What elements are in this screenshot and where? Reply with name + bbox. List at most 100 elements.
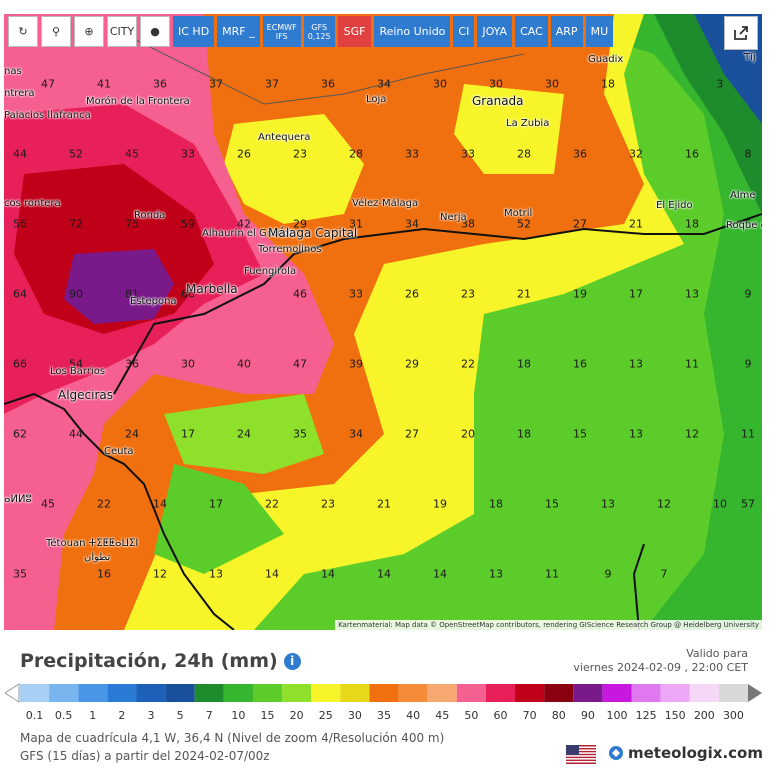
model-gfs[interactable]: GFS 0,125 <box>303 16 335 47</box>
city-label[interactable]: Guadix <box>588 54 624 65</box>
grid-value: 72 <box>69 217 83 231</box>
city-label[interactable]: cos rontera <box>4 198 61 209</box>
city-label[interactable]: Alhaurín el Grande <box>202 228 296 239</box>
city-label[interactable]: ⴰⵍⵍⵓ <box>4 494 32 505</box>
grid-value: 13 <box>685 287 699 301</box>
grid-value: 21 <box>377 497 391 511</box>
zone-25-gra <box>454 84 564 174</box>
city-label[interactable]: Alme <box>730 190 756 201</box>
legend-label: 100 <box>606 709 628 722</box>
legend-label: 7 <box>205 709 213 722</box>
legend-label: 50 <box>464 709 479 722</box>
location-icon[interactable]: ⚲ <box>41 16 71 47</box>
city-label[interactable]: Ronda <box>134 210 166 221</box>
grid-value: 23 <box>321 497 335 511</box>
model-mu[interactable]: MU <box>585 16 614 47</box>
grid-value: 24 <box>237 427 251 441</box>
grid-value: 12 <box>657 497 671 511</box>
model-ic-hd[interactable]: IC HD <box>173 16 215 47</box>
city-label[interactable]: Málaga Capital <box>268 226 358 240</box>
city-label[interactable]: Roque de Ma <box>726 220 762 231</box>
city-label[interactable]: Morón de la Frontera <box>86 96 190 107</box>
valid-date: viernes 2024-02-09 , 22:00 CET <box>573 661 748 674</box>
city-label[interactable]: تطوان <box>84 552 111 563</box>
city-label[interactable]: Estepona <box>130 296 177 307</box>
precipitation-map[interactable]: 47 41 36 37 37 36 34 30 30 30 18 3 44 52 45 33 26 23 28 33 3… <box>4 14 762 630</box>
grid-value: 14 <box>377 567 391 581</box>
admin-border <box>123 33 525 105</box>
point-icon[interactable]: ● <box>140 16 170 47</box>
city-label[interactable]: Loja <box>366 94 387 105</box>
grid-value: 26 <box>405 287 419 301</box>
valid-for: Valido para viernes 2024-02-09 , 22:00 C… <box>573 647 748 675</box>
map-attribution[interactable]: Kartenmaterial: Map data © OpenStreetMap… <box>335 620 762 630</box>
city-label[interactable]: Tétouan ⵜⵉⵟⵟⴰⵡⵉⵏ <box>46 538 139 549</box>
city-label[interactable]: La Zubia <box>506 118 550 129</box>
grid-value: 33 <box>181 147 195 161</box>
model-arp[interactable]: ARP <box>550 16 583 47</box>
city-label[interactable]: Marbella <box>186 282 238 296</box>
legend-swatch <box>718 684 748 702</box>
city-label[interactable]: Vélez-Málaga <box>352 198 419 209</box>
model-ci[interactable]: CI <box>453 16 475 47</box>
grid-value: 13 <box>629 427 643 441</box>
grid-value: 14 <box>265 567 279 581</box>
legend-label: 0.1 <box>25 709 44 722</box>
legend-swatch <box>456 684 486 702</box>
model-sgf[interactable]: SGF <box>337 16 372 47</box>
grid-value: 38 <box>461 217 475 231</box>
city-label[interactable]: Algeciras <box>58 388 114 402</box>
grid-value: 19 <box>433 497 447 511</box>
legend-swatch <box>252 684 283 702</box>
share-icon[interactable] <box>724 16 758 50</box>
info-icon[interactable]: i <box>283 653 301 670</box>
grid-value: 7 <box>660 567 668 581</box>
model-cac[interactable]: CAC <box>515 16 548 47</box>
legend-swatch <box>689 684 719 702</box>
model-run-info: GFS (15 días) a partir del 2024-02-07/00… <box>20 749 270 763</box>
city-icon[interactable]: CITY <box>107 16 137 47</box>
city-label[interactable]: nas <box>4 66 22 77</box>
model-joya[interactable]: JOYA <box>477 16 513 47</box>
model-reino-unido[interactable]: Reino Unido <box>374 16 451 47</box>
grid-value: 29 <box>405 357 419 371</box>
grid-value: 27 <box>405 427 419 441</box>
grid-value: 12 <box>685 427 699 441</box>
city-label[interactable]: Torremolinos <box>258 244 322 255</box>
brand-logo[interactable]: meteologix.com <box>608 744 763 762</box>
city-label[interactable]: Granada <box>472 94 524 108</box>
us-flag-icon[interactable] <box>566 745 596 764</box>
legend-swatch <box>631 684 661 702</box>
model-mrf[interactable]: MRF _ <box>217 16 260 47</box>
city-label[interactable]: Palacios llafranca <box>4 110 91 121</box>
zoom-icon[interactable]: ⊕ <box>74 16 104 47</box>
grid-value: 45 <box>41 497 55 511</box>
city-label[interactable]: Fuengirola <box>244 266 297 277</box>
grid-value: 24 <box>125 427 139 441</box>
grid-value: 23 <box>293 147 307 161</box>
grid-value: 18 <box>489 497 503 511</box>
model-ecmwf-ifs[interactable]: ECMWF IFS <box>262 16 301 47</box>
city-label[interactable]: El Ejido <box>656 200 693 211</box>
city-label[interactable]: Antequera <box>258 132 311 143</box>
legend-label: 200 <box>693 709 715 722</box>
city-label[interactable]: Los Barrios <box>50 366 106 377</box>
grid-value: 17 <box>209 497 223 511</box>
grid-value: 30 <box>433 77 447 91</box>
refresh-icon[interactable]: ↻ <box>8 16 38 47</box>
grid-value: 21 <box>517 287 531 301</box>
legend-label: 150 <box>664 709 686 722</box>
legend-swatch <box>398 684 428 702</box>
city-label[interactable]: Ceuta <box>104 446 134 457</box>
city-label[interactable]: Nerja <box>440 212 467 223</box>
grid-value: 16 <box>685 147 699 161</box>
grid-value: 20 <box>461 427 475 441</box>
legend-label: 45 <box>435 709 450 722</box>
grid-value: 15 <box>545 497 559 511</box>
grid-value: 47 <box>41 77 55 91</box>
city-label[interactable]: Motril <box>504 208 533 219</box>
legend-swatch <box>136 684 166 702</box>
coastline-south <box>4 392 235 630</box>
city-label[interactable]: Tíj <box>744 52 756 63</box>
city-label[interactable]: ntrera <box>4 88 35 99</box>
